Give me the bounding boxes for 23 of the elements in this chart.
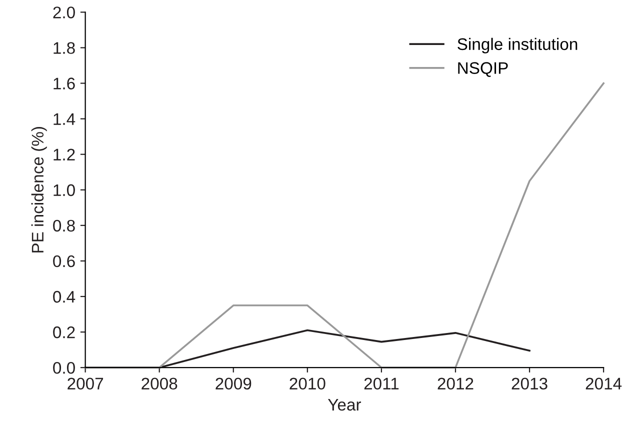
x-tick-label: 2010 xyxy=(290,378,326,390)
legend-label: NSQIP xyxy=(458,62,508,77)
x-tick-label: 2013 xyxy=(512,378,548,390)
y-tick-label: 0.2 xyxy=(53,326,75,338)
y-axis-title: PE incidence (%) xyxy=(31,126,47,252)
legend-label: Single institution xyxy=(458,38,578,54)
x-tick-label: 2011 xyxy=(364,378,399,390)
x-axis-title: Year xyxy=(328,399,362,411)
y-tick-label: 1.8 xyxy=(54,42,75,54)
x-tick-label: 2008 xyxy=(142,378,178,390)
x-tick-label: 2007 xyxy=(68,378,104,390)
y-tick-label: 2.0 xyxy=(53,6,75,18)
x-tick-label: 2012 xyxy=(438,378,474,390)
y-tick-label: 0.4 xyxy=(53,290,76,303)
y-tick-label: 0.8 xyxy=(53,220,75,232)
x-tick-label: 2014 xyxy=(586,378,622,390)
y-tick-label: 0.6 xyxy=(53,255,75,268)
y-tick-label: 1.6 xyxy=(54,78,75,90)
y-tick-label: 1.0 xyxy=(54,184,75,196)
y-tick-label: 1.4 xyxy=(54,113,76,125)
y-tick-label: 0.0 xyxy=(53,362,75,374)
y-tick-label: 1.2 xyxy=(54,148,75,160)
x-tick-label: 2009 xyxy=(216,378,252,390)
